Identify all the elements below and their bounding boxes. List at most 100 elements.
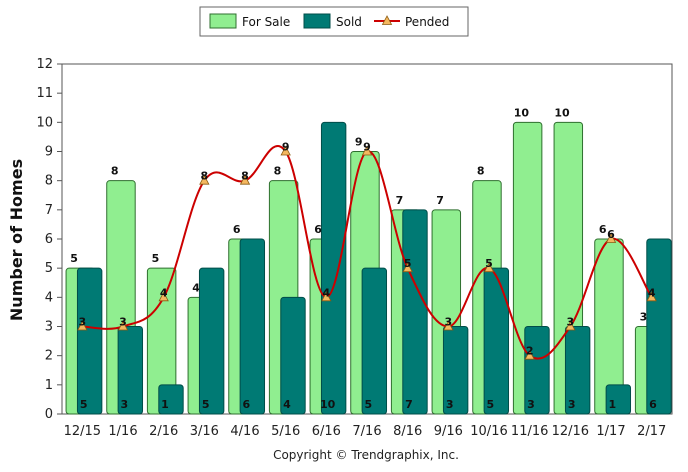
data-label-sold: 7 [405,398,413,411]
data-label-sold: 4 [283,398,291,411]
bar-sold [76,267,103,415]
data-label-pended: 2 [526,345,534,358]
x-tick-label: 5/16 [271,424,300,439]
data-label-pended: 8 [201,170,209,183]
data-label-sold: 3 [446,398,454,411]
data-label-sold: 3 [527,398,535,411]
data-label-pended: 5 [485,257,493,270]
data-label-for-sale: 8 [477,165,485,178]
x-tick-label: 6/16 [312,424,341,439]
x-tick-label: 8/16 [393,424,422,439]
bar-sold [239,238,266,415]
y-tick-label: 10 [36,115,53,130]
bar-sold [646,238,672,415]
data-label-sold: 5 [80,398,88,411]
data-label-for-sale: 8 [274,165,282,178]
pended-marker [199,174,210,185]
data-label-for-sale: 7 [396,194,404,207]
data-label-pended: 4 [648,286,656,299]
legend-box [199,6,469,37]
y-tick-label: 11 [36,86,53,101]
data-label-pended: 3 [445,316,453,329]
pended-marker [605,233,617,243]
data-label-for-sale: 10 [514,106,530,119]
data-label-pended: 9 [282,141,290,154]
bar-sold [280,296,306,415]
data-label-for-sale: 6 [314,223,322,236]
data-label-pended: 4 [323,286,331,299]
pended-marker [158,291,169,302]
bar-sold [320,121,347,415]
x-tick-label: 3/16 [190,424,219,439]
data-label-for-sale: 5 [152,252,160,265]
data-label-pended: 8 [241,170,249,183]
data-label-pended: 3 [567,316,575,329]
data-label-sold: 1 [608,398,616,411]
legend-marker-pended [381,15,393,25]
pended-marker [321,291,332,302]
x-tick-label: 12/16 [552,424,589,439]
data-label-for-sale: 6 [599,223,607,236]
legend-label-pended: Pended [405,15,449,29]
data-label-for-sale: 10 [554,106,570,119]
data-label-sold: 3 [568,398,576,411]
data-label-for-sale: 5 [70,252,78,265]
bar-sold [524,326,550,415]
bar-sold [605,384,632,415]
legend-swatch-sold [303,13,331,29]
legend-label-sold: Sold [336,15,362,29]
y-tick-label: 12 [36,57,53,72]
pended-marker [402,262,413,273]
data-label-sold: 6 [649,398,657,411]
data-label-sold: 3 [120,398,128,411]
y-tick-label: 1 [45,378,53,393]
data-label-pended: 5 [404,257,412,270]
y-tick-label: 2 [45,349,53,364]
data-label-pended: 3 [79,316,87,329]
data-label-for-sale: 4 [192,281,200,294]
x-tick-label: 2/16 [149,424,178,439]
bar-sold [198,267,225,415]
y-tick-label: 5 [45,261,53,276]
pended-marker [524,349,535,360]
x-tick-label: 1/16 [108,424,137,439]
pended-marker [239,174,251,185]
pended-marker [483,262,495,273]
data-label-for-sale: 9 [355,136,363,149]
y-tick-label: 9 [45,145,53,160]
y-tick-label: 4 [45,290,53,305]
y-tick-label: 8 [45,174,53,189]
data-label-pended: 9 [363,141,371,154]
pended-marker [565,320,576,331]
data-label-sold: 10 [320,398,336,411]
x-tick-label: 9/16 [434,424,463,439]
bar-sold [361,267,388,415]
x-tick-label: 11/16 [511,424,548,439]
data-label-sold: 5 [486,398,494,411]
legend-label-for-sale: For Sale [242,15,290,29]
data-label-for-sale: 7 [436,194,444,207]
pended-marker [443,320,454,331]
data-label-pended: 3 [119,316,127,329]
x-tick-label: 4/16 [230,424,259,439]
pended-marker [280,145,291,156]
legend: For Sale Sold Pended [199,6,469,37]
x-tick-label: 12/15 [64,424,101,439]
y-axis-label: Number of Homes [7,159,26,321]
y-tick-label: 6 [45,232,53,247]
pended-marker [77,320,88,331]
data-label-sold: 5 [364,398,372,411]
pended-marker [361,145,373,156]
plot-area: 012345678910111212/15551/16832/16513/164… [36,57,673,439]
legend-swatch-for-sale [209,13,237,29]
x-tick-label: 1/17 [596,424,625,439]
y-tick-label: 0 [45,407,53,422]
data-label-for-sale: 3 [640,311,648,324]
x-tick-label: 7/16 [352,424,381,439]
data-label-sold: 6 [242,398,250,411]
data-label-pended: 6 [607,228,615,241]
data-label-for-sale: 8 [111,165,119,178]
copyright-text: Copyright © Trendgraphix, Inc. [273,448,459,462]
bar-sold [117,326,144,415]
